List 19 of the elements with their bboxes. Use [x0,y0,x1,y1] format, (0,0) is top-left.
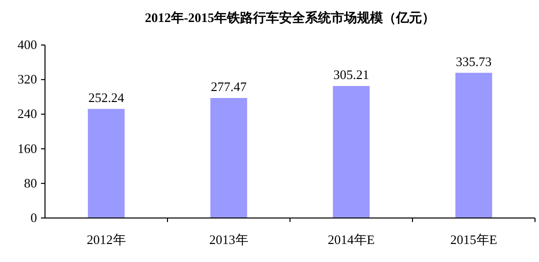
y-tick-label: 0 [30,210,37,225]
bar [210,98,248,218]
x-tick-label: 2015年E [450,232,498,247]
x-tick-label: 2014年E [328,232,375,247]
chart-title: 2012年-2015年铁路行车安全系统市场规模（亿元） [144,10,436,25]
data-label: 277.47 [210,78,248,94]
y-tick-label: 160 [18,140,37,156]
data-label: 335.73 [456,54,492,69]
bar [88,108,125,218]
x-tick-label: 2013年 [209,232,248,247]
data-label: 252.24 [88,90,125,105]
y-tick-label: 320 [18,72,37,87]
y-tick-label: 400 [18,37,37,52]
y-tick-label: 80 [24,175,37,190]
x-tick-label: 2012年 [86,232,126,247]
bar [455,72,492,218]
bar [332,86,370,218]
data-label: 305.21 [333,66,370,82]
y-tick-label: 240 [18,106,37,122]
